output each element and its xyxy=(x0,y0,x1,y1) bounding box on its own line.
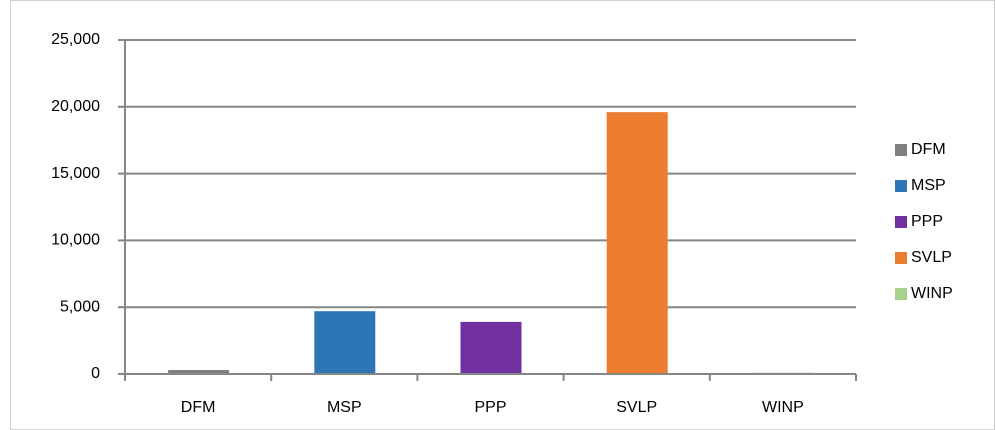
legend-swatch xyxy=(895,216,907,228)
y-tick-label: 0 xyxy=(91,365,100,382)
legend-swatch xyxy=(895,288,907,300)
x-tick-label: DFM xyxy=(181,399,216,416)
y-tick-label: 5,000 xyxy=(60,298,100,315)
x-tick-label: PPP xyxy=(474,399,506,416)
y-tick-label: 15,000 xyxy=(51,165,100,182)
bar xyxy=(168,369,230,374)
legend-label: MSP xyxy=(911,177,946,194)
x-tick-label: SVLP xyxy=(616,399,657,416)
y-tick-label: 10,000 xyxy=(51,232,100,249)
y-tick-label: 25,000 xyxy=(51,31,100,48)
x-tick-label: MSP xyxy=(327,399,362,416)
legend-swatch xyxy=(895,180,907,192)
legend-swatch xyxy=(895,252,907,264)
legend-label: PPP xyxy=(911,213,943,230)
x-tick-label: WINP xyxy=(762,399,804,416)
legend-label: DFM xyxy=(911,141,946,158)
bar xyxy=(314,311,376,374)
bar xyxy=(460,321,522,374)
legend-label: SVLP xyxy=(911,249,952,266)
bar xyxy=(606,112,668,375)
legend-label: WINP xyxy=(911,285,953,302)
legend-swatch xyxy=(895,144,907,156)
y-tick-label: 20,000 xyxy=(51,98,100,115)
